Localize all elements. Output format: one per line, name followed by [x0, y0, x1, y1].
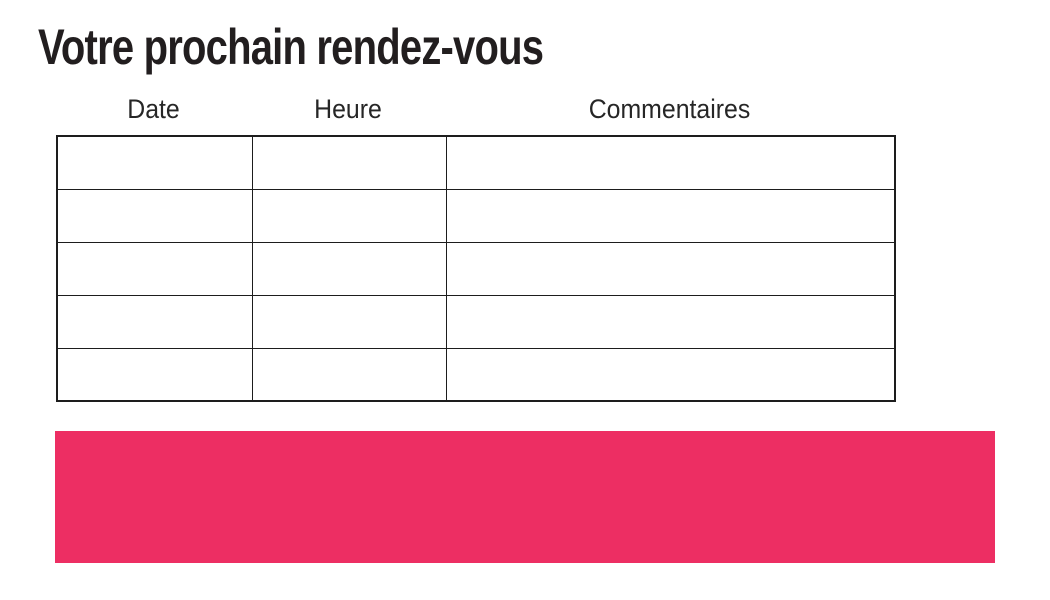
table-cell	[251, 188, 447, 243]
table-cell	[251, 135, 447, 190]
table-cell	[445, 347, 896, 402]
table-row	[56, 135, 896, 190]
table-cell	[445, 241, 896, 296]
page-title: Votre prochain rendez-vous	[38, 19, 544, 75]
column-header-date: Date	[127, 94, 180, 124]
table-row	[56, 241, 896, 296]
column-header-heure: Heure	[314, 94, 382, 124]
table-cell	[56, 294, 253, 349]
table-row	[56, 294, 896, 349]
highlight-banner	[55, 431, 995, 563]
column-header-commentaires: Commentaires	[588, 94, 751, 124]
table-cell	[56, 188, 253, 243]
table-cell	[56, 135, 253, 190]
table-cell	[445, 188, 896, 243]
table-row	[56, 347, 896, 402]
table-cell	[445, 135, 896, 190]
appointments-table-body	[56, 135, 896, 402]
table-row	[56, 188, 896, 243]
table-cell	[56, 241, 253, 296]
table-cell	[251, 241, 447, 296]
table-header-row: Date Heure Commentaires	[56, 92, 894, 126]
table-cell	[251, 347, 447, 402]
table-cell	[56, 347, 253, 402]
table-cell	[445, 294, 896, 349]
appointments-table	[56, 135, 896, 402]
table-cell	[251, 294, 447, 349]
